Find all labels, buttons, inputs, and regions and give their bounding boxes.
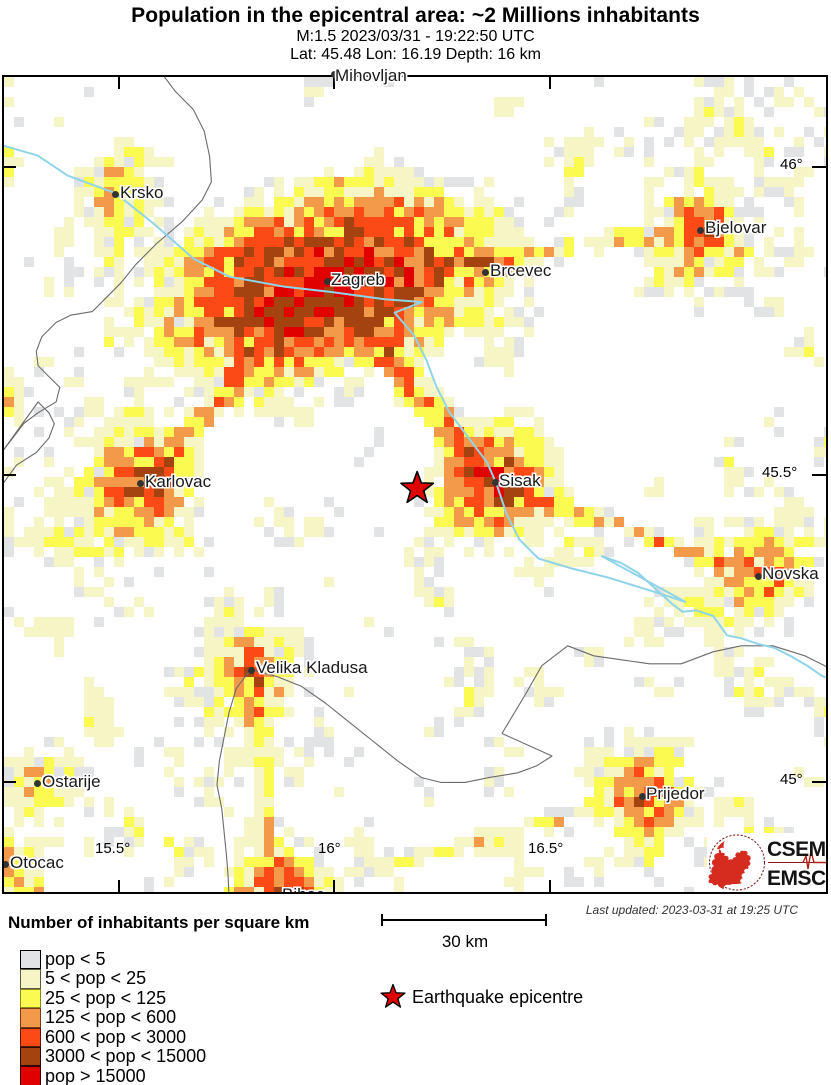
svg-text:EMSC: EMSC xyxy=(767,867,826,890)
svg-text:CSEM: CSEM xyxy=(767,838,826,861)
